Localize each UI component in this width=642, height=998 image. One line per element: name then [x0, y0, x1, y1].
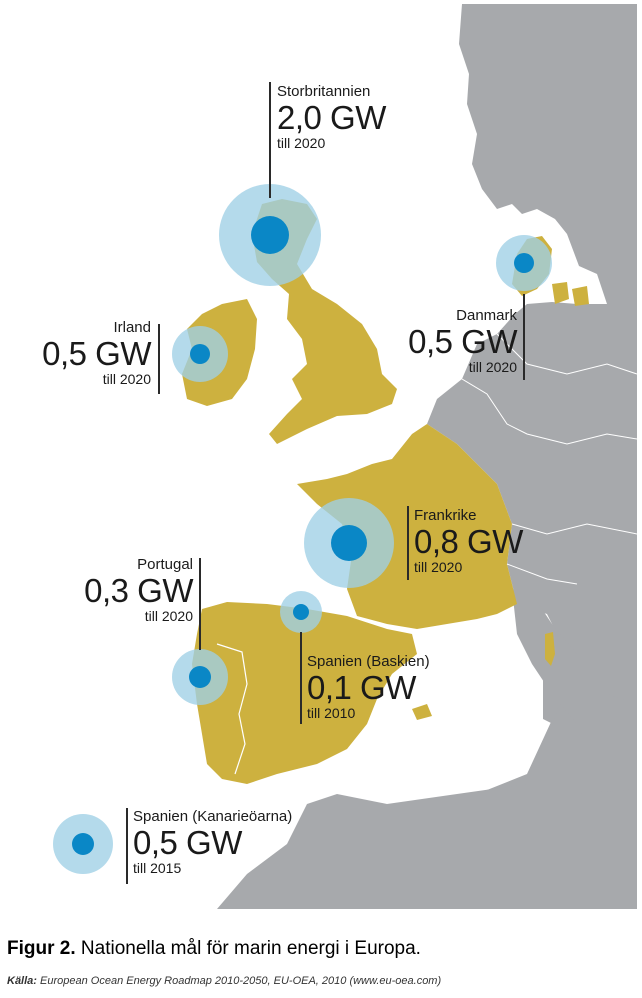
circle-inner [189, 666, 211, 688]
land-north-africa [217, 784, 637, 909]
circle-inner [293, 604, 309, 620]
land-denmark-islands [552, 282, 589, 306]
land-italy [512, 589, 637, 764]
leader-line-portugal [199, 558, 201, 650]
capacity-value: 0,5 GW [408, 323, 517, 360]
leader-line-storbritannien [269, 82, 271, 198]
label-kanarieoarna: Spanien (Kanarieöarna) 0,5 GW till 2015 [133, 809, 292, 875]
europe-map: Storbritannien 2,0 GW till 2020 Irland 0… [7, 4, 637, 909]
label-danmark: Danmark 0,5 GW till 2020 [367, 308, 517, 374]
source-note: Källa: European Ocean Energy Roadmap 201… [7, 975, 441, 987]
label-portugal: Portugal 0,3 GW till 2020 [27, 557, 193, 623]
target-year: till 2020 [414, 559, 463, 575]
country-name: Danmark [456, 307, 517, 324]
source-text: European Ocean Energy Roadmap 2010-2050,… [36, 975, 442, 987]
source-label: Källa: [7, 975, 37, 987]
figure-caption: Figur 2. Nationella mål för marin energi… [7, 938, 421, 960]
capacity-value: 0,5 GW [42, 335, 151, 372]
leader-line-irland [158, 324, 160, 394]
leader-line-kanarieoarna [126, 808, 128, 884]
target-year: till 2015 [133, 860, 182, 876]
country-name: Irland [113, 319, 151, 336]
portugal-border [216, 643, 248, 775]
land-scandinavia [459, 4, 637, 304]
circles-kanarieoarna [53, 814, 113, 874]
target-year: till 2020 [102, 371, 151, 387]
land-sardinia [543, 672, 559, 724]
country-name: Storbritannien [277, 83, 371, 100]
label-baskien: Spanien (Baskien) 0,1 GW till 2010 [307, 654, 430, 720]
label-frankrike: Frankrike 0,8 GW till 2020 [414, 508, 523, 574]
circle-inner [331, 525, 367, 561]
figure-number: Figur 2. [7, 938, 76, 959]
leader-line-frankrike [407, 506, 409, 580]
circles-irland [172, 326, 228, 382]
country-borders [461, 333, 637, 585]
country-name: Spanien (Baskien) [307, 653, 430, 670]
circles-storbritannien [219, 184, 321, 286]
circles-portugal [172, 649, 228, 705]
circle-inner [251, 216, 289, 254]
target-year: till 2020 [468, 359, 517, 375]
capacity-value: 0,5 GW [133, 824, 242, 861]
leader-line-baskien [300, 632, 302, 724]
capacity-value: 0,1 GW [307, 669, 416, 706]
label-irland: Irland 0,5 GW till 2020 [7, 320, 151, 386]
leader-line-danmark [523, 294, 525, 380]
capacity-value: 2,0 GW [277, 99, 386, 136]
land-iberia [192, 602, 417, 784]
figure-caption-text: Nationella mål för marin energi i Europa… [75, 938, 421, 959]
map-svg [7, 4, 637, 909]
country-name: Portugal [137, 556, 193, 573]
circles-baskien [280, 591, 322, 633]
label-storbritannien: Storbritannien 2,0 GW till 2020 [277, 84, 386, 150]
target-year: till 2020 [144, 608, 193, 624]
circle-inner [514, 253, 534, 273]
land-continent [267, 302, 637, 909]
country-name: Frankrike [414, 507, 477, 524]
target-year: till 2010 [307, 705, 356, 721]
country-name: Spanien (Kanarieöarna) [133, 808, 293, 825]
circle-inner [72, 833, 94, 855]
land-balearic [412, 704, 432, 720]
land-corsica [545, 632, 555, 666]
circle-inner [190, 344, 210, 364]
circles-frankrike [304, 498, 394, 588]
capacity-value: 0,3 GW [84, 572, 193, 609]
circles-danmark [496, 235, 552, 291]
capacity-value: 0,8 GW [414, 523, 523, 560]
target-year: till 2020 [277, 135, 326, 151]
